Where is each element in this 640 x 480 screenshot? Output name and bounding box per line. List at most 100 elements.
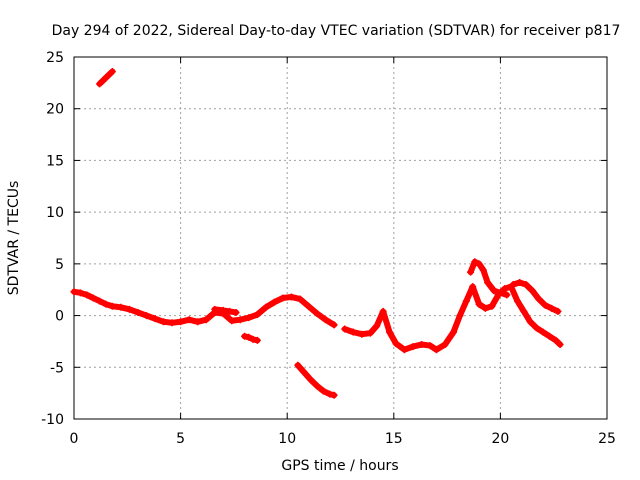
data-point [108,67,116,75]
data-point [516,278,524,286]
data-point [528,287,536,295]
data-point [83,291,91,299]
data-point [279,294,287,302]
series-segment-descending [294,361,338,399]
series-segment-early-high [96,67,116,88]
data-point [509,281,517,289]
data-point [526,318,534,326]
data-point [89,294,97,302]
series-segment-main-2-peak [467,258,511,299]
chart-title: Day 294 of 2022, Sidereal Day-to-day VTE… [52,23,621,39]
data-point [462,297,470,305]
data-point [349,328,357,336]
data-point [496,289,504,297]
data-point [535,295,543,303]
data-point [134,308,142,316]
data-point [520,307,528,315]
data-point [168,319,176,327]
data-point [270,298,278,306]
data-point [253,311,261,319]
data-point [386,328,394,336]
data-point [305,302,313,310]
x-axis-label: GPS time / hours [281,458,398,474]
y-tick-label: -10 [41,412,64,428]
data-point [548,304,556,312]
data-point [533,324,541,332]
data-point [490,287,498,295]
data-point [484,278,492,286]
data-point [469,283,477,291]
data-point [475,300,483,308]
x-tick-label: 20 [491,431,509,447]
data-point [426,342,434,350]
data-point [456,312,464,320]
y-tick-label: 20 [46,102,64,118]
grid [74,57,607,419]
data-point [294,361,302,369]
data-point [556,341,564,349]
plot-frame [73,56,608,420]
data-point [262,303,270,311]
data-point [102,74,110,82]
data-point [409,343,417,351]
x-tick-label: 5 [176,431,185,447]
data-point [226,307,234,315]
data-point [418,341,426,349]
data-point [475,260,483,268]
data-point [554,307,562,315]
data-point [330,391,338,399]
data-point [392,339,400,347]
data-point [232,308,240,316]
data-point [481,304,489,312]
data-point [211,305,219,313]
data-point [245,314,253,322]
data-point [105,71,113,79]
data-point [194,318,202,326]
data-point [96,80,104,88]
data-point [253,336,261,344]
data-point [326,390,334,398]
data-point [185,316,193,324]
y-tick-label: 10 [46,205,64,221]
series-segment-small-dip [241,332,261,344]
data-point [400,346,408,354]
data-point [441,341,449,349]
series-trace [294,362,338,399]
data-point [76,289,84,297]
data-point [236,316,244,324]
data-point [479,266,487,274]
data-point [296,295,304,303]
data-point [319,387,327,395]
data-point [501,285,509,293]
x-tick-label: 0 [70,431,79,447]
data-point [552,336,560,344]
data-point [313,382,321,390]
data-point [160,318,168,326]
data-point [125,305,133,313]
data-point [177,318,185,326]
data-point [102,300,110,308]
x-tick-label: 15 [385,431,403,447]
data-point [341,325,349,333]
data-point [513,297,521,305]
data-point [488,302,496,310]
data-point [300,368,308,376]
data-point [142,312,150,320]
data-point [219,306,227,314]
data-point [202,316,210,324]
data-point [330,321,338,329]
data-point [241,332,249,340]
data-point [358,330,366,338]
y-tick-label: 0 [55,309,64,325]
x-tick-label: 25 [598,431,616,447]
data-point [313,310,321,318]
data-point [539,328,547,336]
data-point [541,301,549,309]
data-point [249,335,257,343]
data-point [467,268,475,276]
data-marks [70,67,564,399]
data-point [432,346,440,354]
data-point [545,332,553,340]
data-point [322,316,330,324]
data-point [449,328,457,336]
